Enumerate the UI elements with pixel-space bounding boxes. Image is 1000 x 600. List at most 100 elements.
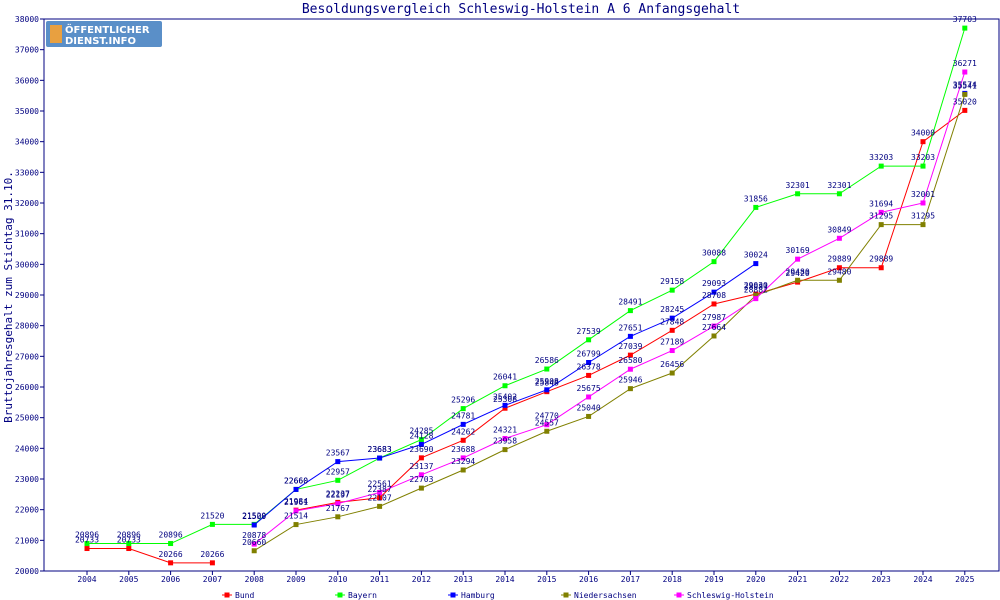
x-tick-label: 2004	[77, 575, 96, 584]
data-label: 20878	[242, 531, 266, 540]
data-label: 30849	[827, 225, 851, 234]
data-point	[711, 259, 717, 265]
data-point	[795, 256, 801, 262]
legend-label: Bayern	[348, 591, 377, 600]
data-point	[711, 301, 717, 307]
data-label: 23294	[451, 457, 475, 466]
data-point	[84, 546, 90, 552]
x-tick-label: 2012	[412, 575, 431, 584]
data-label: 29093	[702, 279, 726, 288]
x-tick-label: 2010	[328, 575, 347, 584]
series-hamburg	[251, 90, 968, 528]
x-tick-label: 2021	[788, 575, 807, 584]
data-label: 25848	[535, 379, 559, 388]
data-label: 25040	[577, 403, 601, 412]
x-tick-label: 2018	[663, 575, 682, 584]
data-point	[711, 333, 717, 339]
y-tick-label: 22000	[15, 506, 39, 515]
data-label: 24321	[493, 425, 517, 434]
data-point	[502, 447, 508, 453]
y-tick-label: 21000	[15, 536, 39, 545]
data-point	[418, 485, 424, 491]
data-label: 26041	[493, 373, 517, 382]
data-label: 20266	[200, 550, 224, 559]
data-label: 23137	[409, 462, 433, 471]
data-label: 22561	[368, 479, 392, 488]
legend-marker	[450, 592, 456, 598]
data-point	[293, 486, 299, 492]
data-label: 20266	[159, 550, 183, 559]
data-point	[460, 455, 466, 461]
data-point	[84, 541, 90, 547]
legend-item: Bayern	[335, 591, 377, 600]
plot-frame	[43, 18, 1000, 572]
data-point	[502, 402, 508, 408]
y-tick-label: 30000	[15, 260, 39, 269]
data-point	[168, 541, 174, 547]
data-label: 22197	[326, 491, 350, 500]
x-tick-label: 2008	[245, 575, 264, 584]
data-label: 29158	[660, 277, 684, 286]
data-label: 25675	[577, 384, 601, 393]
data-point	[669, 315, 675, 321]
data-point	[627, 386, 633, 392]
data-point	[920, 200, 926, 206]
data-label: 24262	[451, 427, 475, 436]
data-point	[293, 522, 299, 528]
legend: Bund Bayern Hamburg Niedersachsen Schleswig-…	[222, 591, 774, 600]
data-label: 22703	[409, 475, 433, 484]
series-layer	[84, 25, 968, 566]
data-label: 27664	[702, 323, 726, 332]
y-tick-label: 29000	[15, 291, 39, 300]
data-label: 35020	[953, 97, 977, 106]
data-label: 22387	[368, 485, 392, 494]
data-label: 21767	[326, 504, 350, 513]
data-point	[377, 495, 383, 501]
data-label: 32001	[911, 190, 935, 199]
data-point	[795, 277, 801, 283]
data-label: 29030	[744, 281, 768, 290]
data-label: 20896	[159, 531, 183, 540]
data-label: 25946	[618, 376, 642, 385]
data-label: 29480	[786, 267, 810, 276]
legend-item: Schleswig-Holstein	[674, 591, 774, 600]
data-point	[962, 25, 968, 31]
x-tick-label: 2009	[286, 575, 305, 584]
data-point	[209, 521, 215, 527]
data-point	[502, 405, 508, 411]
data-label: 21500	[242, 512, 266, 521]
data-point	[335, 501, 341, 507]
data-label: 21520	[242, 511, 266, 520]
legend-label: Niedersachsen	[574, 591, 637, 600]
y-tick-label: 33000	[15, 168, 39, 177]
data-label: 25908	[535, 377, 559, 386]
data-label: 29420	[786, 269, 810, 278]
data-point	[126, 546, 132, 552]
data-label: 26799	[577, 349, 601, 358]
legend-marker	[676, 592, 682, 598]
y-axis-label: Bruttojahresgehalt zum Stichtag 31.10.	[2, 171, 15, 423]
data-label: 22660	[284, 476, 308, 485]
data-point	[418, 455, 424, 461]
data-point	[586, 413, 592, 419]
x-tick-label: 2015	[537, 575, 556, 584]
data-label: 25402	[493, 392, 517, 401]
data-point	[920, 222, 926, 228]
data-point	[753, 204, 759, 210]
x-tick-label: 2019	[704, 575, 723, 584]
data-point	[502, 383, 508, 389]
data-label: 23567	[326, 449, 350, 458]
data-label: 21961	[284, 498, 308, 507]
logo: ÖFFENTLICHER DIENST.INFO	[46, 21, 162, 47]
data-label: 22957	[326, 467, 350, 476]
data-label: 22237	[326, 489, 350, 498]
data-point	[753, 296, 759, 302]
data-label: 29480	[827, 267, 851, 276]
data-point	[878, 222, 884, 228]
data-point	[627, 308, 633, 314]
data-label: 21514	[284, 512, 308, 521]
data-point	[544, 387, 550, 393]
data-label: 33203	[911, 153, 935, 162]
data-point	[669, 370, 675, 376]
data-label: 29889	[827, 255, 851, 264]
